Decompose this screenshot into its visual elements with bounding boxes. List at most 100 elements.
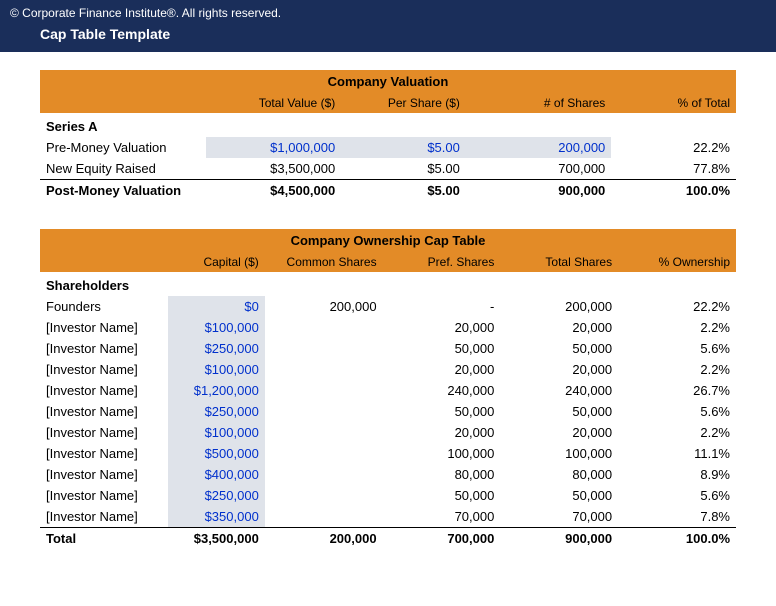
valuation-table: Company Valuation Total Value ($) Per Sh… <box>40 70 736 201</box>
own-row-label: [Investor Name] <box>40 401 168 422</box>
ownership-row: [Investor Name]$400,00080,00080,0008.9% <box>40 464 736 485</box>
own-row-common <box>265 485 383 506</box>
own-row-common <box>265 317 383 338</box>
valuation-row-shares: 700,000 <box>466 158 611 180</box>
own-row-capital[interactable]: $350,000 <box>168 506 264 528</box>
own-col-pct: % Ownership <box>618 252 736 272</box>
own-row-capital[interactable]: $100,000 <box>168 422 264 443</box>
own-row-common <box>265 359 383 380</box>
own-row-pref: 20,000 <box>383 317 501 338</box>
valuation-total-shares: 900,000 <box>466 180 611 202</box>
own-row-total: 20,000 <box>500 359 618 380</box>
own-row-pref: 20,000 <box>383 422 501 443</box>
col-per-share: Per Share ($) <box>341 93 466 113</box>
valuation-section-title: Company Valuation <box>40 70 736 93</box>
own-row-capital[interactable]: $250,000 <box>168 485 264 506</box>
own-row-pref: 100,000 <box>383 443 501 464</box>
valuation-total-row: Post-Money Valuation $4,500,000 $5.00 90… <box>40 180 736 202</box>
ownership-row: Founders$0200,000-200,00022.2% <box>40 296 736 317</box>
col-pct-total: % of Total <box>611 93 736 113</box>
valuation-total-label: Post-Money Valuation <box>40 180 206 202</box>
own-row-pct: 5.6% <box>618 401 736 422</box>
own-row-pref: - <box>383 296 501 317</box>
own-row-pct: 8.9% <box>618 464 736 485</box>
valuation-total-value: $4,500,000 <box>206 180 341 202</box>
own-row-common <box>265 401 383 422</box>
own-row-label: [Investor Name] <box>40 380 168 401</box>
own-row-pct: 2.2% <box>618 359 736 380</box>
own-col-blank <box>40 252 168 272</box>
own-row-pct: 5.6% <box>618 338 736 359</box>
valuation-row-label: Pre-Money Valuation <box>40 137 206 158</box>
ownership-table: Company Ownership Cap Table Capital ($) … <box>40 229 736 549</box>
own-row-pref: 80,000 <box>383 464 501 485</box>
ownership-section-title: Company Ownership Cap Table <box>40 229 736 252</box>
ownership-row: [Investor Name]$250,00050,00050,0005.6% <box>40 401 736 422</box>
own-row-capital[interactable]: $400,000 <box>168 464 264 485</box>
own-row-label: [Investor Name] <box>40 317 168 338</box>
own-row-capital[interactable]: $1,200,000 <box>168 380 264 401</box>
own-total-pct: 100.0% <box>618 528 736 550</box>
ownership-row: [Investor Name]$1,200,000240,000240,0002… <box>40 380 736 401</box>
valuation-row-per-share: $5.00 <box>341 158 466 180</box>
own-row-common <box>265 338 383 359</box>
valuation-total-per-share: $5.00 <box>341 180 466 202</box>
own-total-label: Total <box>40 528 168 550</box>
own-row-total: 50,000 <box>500 338 618 359</box>
own-row-pref: 20,000 <box>383 359 501 380</box>
own-row-pct: 22.2% <box>618 296 736 317</box>
valuation-row-pct: 22.2% <box>611 137 736 158</box>
own-row-label: [Investor Name] <box>40 422 168 443</box>
own-row-pref: 70,000 <box>383 506 501 528</box>
content-area: Company Valuation Total Value ($) Per Sh… <box>0 52 776 569</box>
valuation-row-per-share[interactable]: $5.00 <box>341 137 466 158</box>
own-col-total: Total Shares <box>500 252 618 272</box>
own-row-pct: 5.6% <box>618 485 736 506</box>
own-row-capital[interactable]: $250,000 <box>168 401 264 422</box>
valuation-row-total-value[interactable]: $1,000,000 <box>206 137 341 158</box>
own-row-capital[interactable]: $100,000 <box>168 359 264 380</box>
ownership-row: [Investor Name]$100,00020,00020,0002.2% <box>40 359 736 380</box>
own-row-pref: 50,000 <box>383 401 501 422</box>
ownership-row: [Investor Name]$100,00020,00020,0002.2% <box>40 422 736 443</box>
own-total-common: 200,000 <box>265 528 383 550</box>
page-header: © Corporate Finance Institute®. All righ… <box>0 0 776 52</box>
own-row-total: 240,000 <box>500 380 618 401</box>
own-row-capital[interactable]: $100,000 <box>168 317 264 338</box>
col-num-shares: # of Shares <box>466 93 611 113</box>
valuation-row: Pre-Money Valuation$1,000,000$5.00200,00… <box>40 137 736 158</box>
ownership-column-headers: Capital ($) Common Shares Pref. Shares T… <box>40 252 736 272</box>
own-row-total: 20,000 <box>500 422 618 443</box>
valuation-total-pct: 100.0% <box>611 180 736 202</box>
own-row-pref: 50,000 <box>383 338 501 359</box>
valuation-row-shares[interactable]: 200,000 <box>466 137 611 158</box>
own-row-label: [Investor Name] <box>40 359 168 380</box>
own-row-common: 200,000 <box>265 296 383 317</box>
own-row-pct: 26.7% <box>618 380 736 401</box>
own-total-capital: $3,500,000 <box>168 528 264 550</box>
own-col-common: Common Shares <box>265 252 383 272</box>
own-row-label: Founders <box>40 296 168 317</box>
ownership-row: [Investor Name]$350,00070,00070,0007.8% <box>40 506 736 528</box>
own-row-common <box>265 506 383 528</box>
own-row-pct: 2.2% <box>618 422 736 443</box>
own-row-capital[interactable]: $500,000 <box>168 443 264 464</box>
own-row-common <box>265 443 383 464</box>
ownership-subheader-row: Shareholders <box>40 272 736 296</box>
own-row-label: [Investor Name] <box>40 506 168 528</box>
own-row-total: 200,000 <box>500 296 618 317</box>
own-row-total: 80,000 <box>500 464 618 485</box>
own-row-capital[interactable]: $0 <box>168 296 264 317</box>
own-col-capital: Capital ($) <box>168 252 264 272</box>
valuation-row-pct: 77.8% <box>611 158 736 180</box>
own-row-total: 70,000 <box>500 506 618 528</box>
page-title: Cap Table Template <box>10 26 766 42</box>
own-row-pref: 240,000 <box>383 380 501 401</box>
copyright-text: © Corporate Finance Institute®. All righ… <box>10 6 766 20</box>
own-row-pref: 50,000 <box>383 485 501 506</box>
own-row-common <box>265 464 383 485</box>
own-row-label: [Investor Name] <box>40 338 168 359</box>
ownership-row: [Investor Name]$250,00050,00050,0005.6% <box>40 485 736 506</box>
own-row-total: 20,000 <box>500 317 618 338</box>
own-row-capital[interactable]: $250,000 <box>168 338 264 359</box>
